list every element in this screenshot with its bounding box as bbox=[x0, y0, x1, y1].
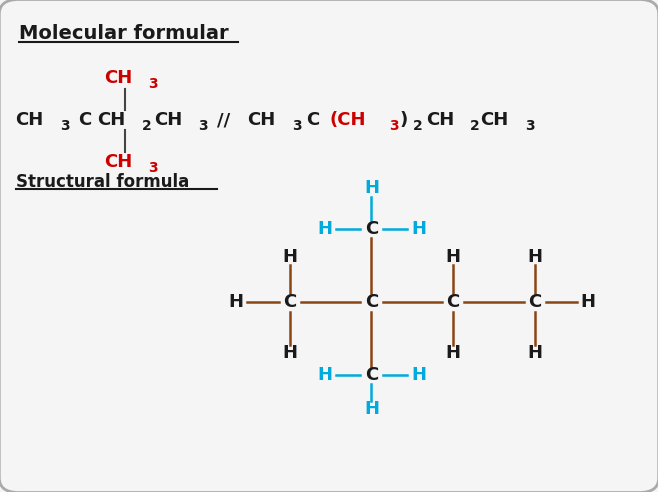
Text: C: C bbox=[365, 367, 378, 384]
Text: C: C bbox=[365, 293, 378, 311]
Text: CH: CH bbox=[97, 111, 126, 129]
Text: H: H bbox=[282, 344, 297, 363]
Text: CH: CH bbox=[104, 68, 132, 87]
Text: 3: 3 bbox=[389, 120, 399, 133]
Text: Structural formula: Structural formula bbox=[16, 173, 189, 190]
Text: 3: 3 bbox=[60, 120, 70, 133]
Text: C: C bbox=[446, 293, 460, 311]
Text: CH: CH bbox=[480, 111, 509, 129]
Text: 3: 3 bbox=[148, 161, 158, 175]
Text: C: C bbox=[528, 293, 542, 311]
Text: CH: CH bbox=[247, 111, 276, 129]
Text: Molecular formular: Molecular formular bbox=[19, 24, 228, 43]
Text: 2: 2 bbox=[141, 120, 151, 133]
Text: H: H bbox=[282, 248, 297, 266]
Text: CH: CH bbox=[426, 111, 454, 129]
Text: 3: 3 bbox=[525, 120, 534, 133]
Text: (CH: (CH bbox=[329, 111, 365, 129]
Text: H: H bbox=[527, 344, 542, 363]
Text: H: H bbox=[581, 293, 595, 311]
Text: //: // bbox=[216, 111, 230, 129]
Text: CH: CH bbox=[16, 111, 44, 129]
Text: 3: 3 bbox=[199, 120, 208, 133]
Text: C: C bbox=[365, 220, 378, 238]
Text: H: H bbox=[445, 344, 461, 363]
Text: H: H bbox=[411, 367, 426, 384]
Text: H: H bbox=[364, 180, 379, 197]
Text: C: C bbox=[78, 111, 91, 129]
Text: H: H bbox=[364, 400, 379, 418]
Text: 2: 2 bbox=[413, 120, 422, 133]
Text: CH: CH bbox=[154, 111, 182, 129]
Text: C: C bbox=[283, 293, 297, 311]
Text: C: C bbox=[306, 111, 319, 129]
Text: H: H bbox=[317, 367, 332, 384]
Text: 3: 3 bbox=[291, 120, 301, 133]
Text: H: H bbox=[411, 220, 426, 238]
Text: CH: CH bbox=[104, 153, 132, 171]
Text: H: H bbox=[445, 248, 461, 266]
Text: 3: 3 bbox=[148, 77, 158, 91]
Text: ): ) bbox=[399, 111, 408, 129]
Text: 2: 2 bbox=[470, 120, 480, 133]
Text: H: H bbox=[229, 293, 243, 311]
Text: H: H bbox=[527, 248, 542, 266]
Text: H: H bbox=[317, 220, 332, 238]
